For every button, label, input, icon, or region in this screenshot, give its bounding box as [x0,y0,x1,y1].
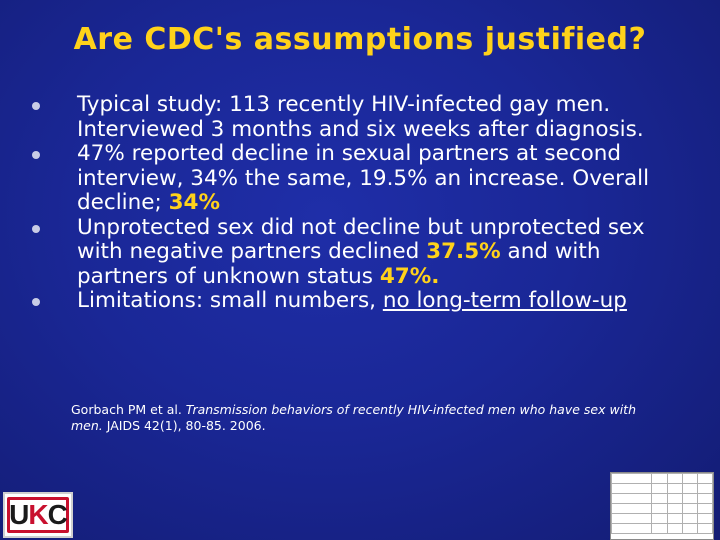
highlight-value: 34% [168,190,221,215]
citation-journal: JAIDS 42(1), 80-85. 2006. [102,418,266,433]
bullet-item: Typical study: 113 recently HIV-infected… [32,92,692,142]
table-thumbnail-image [610,472,714,540]
logo-frame [7,497,69,533]
bullet-text: Limitations: small numbers, [77,288,383,313]
thumbnail-table [610,473,714,534]
logo-letter: U [9,499,29,530]
bullet-text: and with partners of unknown status [77,239,601,289]
underlined-text: no long-term follow-up [382,288,627,313]
bullet-dot-icon [32,224,40,233]
bullet-item: Unprotected sex did not decline but unpr… [32,214,692,290]
highlight-value: 37.5% [426,239,501,264]
bullet-text: Typical study: 113 recently HIV-infected… [77,92,644,142]
highlight-value: 47%. [379,263,440,289]
citation-title: Transmission behaviors of recently HIV-i… [71,402,636,433]
bullet-text: 47% reported decline in sexual partners … [77,141,650,215]
bullet-item: 47% reported decline in sexual partners … [32,141,692,216]
bullet-dot-icon [32,102,40,110]
logo-letter: K [28,499,48,530]
logo-letter: C [47,499,68,530]
bullet-text: Unprotected sex did not decline but unpr… [77,214,645,264]
logo-mark: UKC [7,497,69,533]
bullet-list: Typical study: 113 recently HIV-infected… [32,92,692,314]
bullet-dot-icon [32,298,40,306]
logo-text: UKC [7,498,69,532]
citation: Gorbach PM et al. Transmission behaviors… [71,402,671,434]
bullet-item: Limitations: small numbers, no long-term… [32,288,692,314]
bullet-dot-icon [32,151,40,159]
ukc-logo: UKC [3,492,73,538]
citation-authors: Gorbach PM et al. [71,402,186,417]
slide-title: Are CDC's assumptions justified? [73,22,647,57]
